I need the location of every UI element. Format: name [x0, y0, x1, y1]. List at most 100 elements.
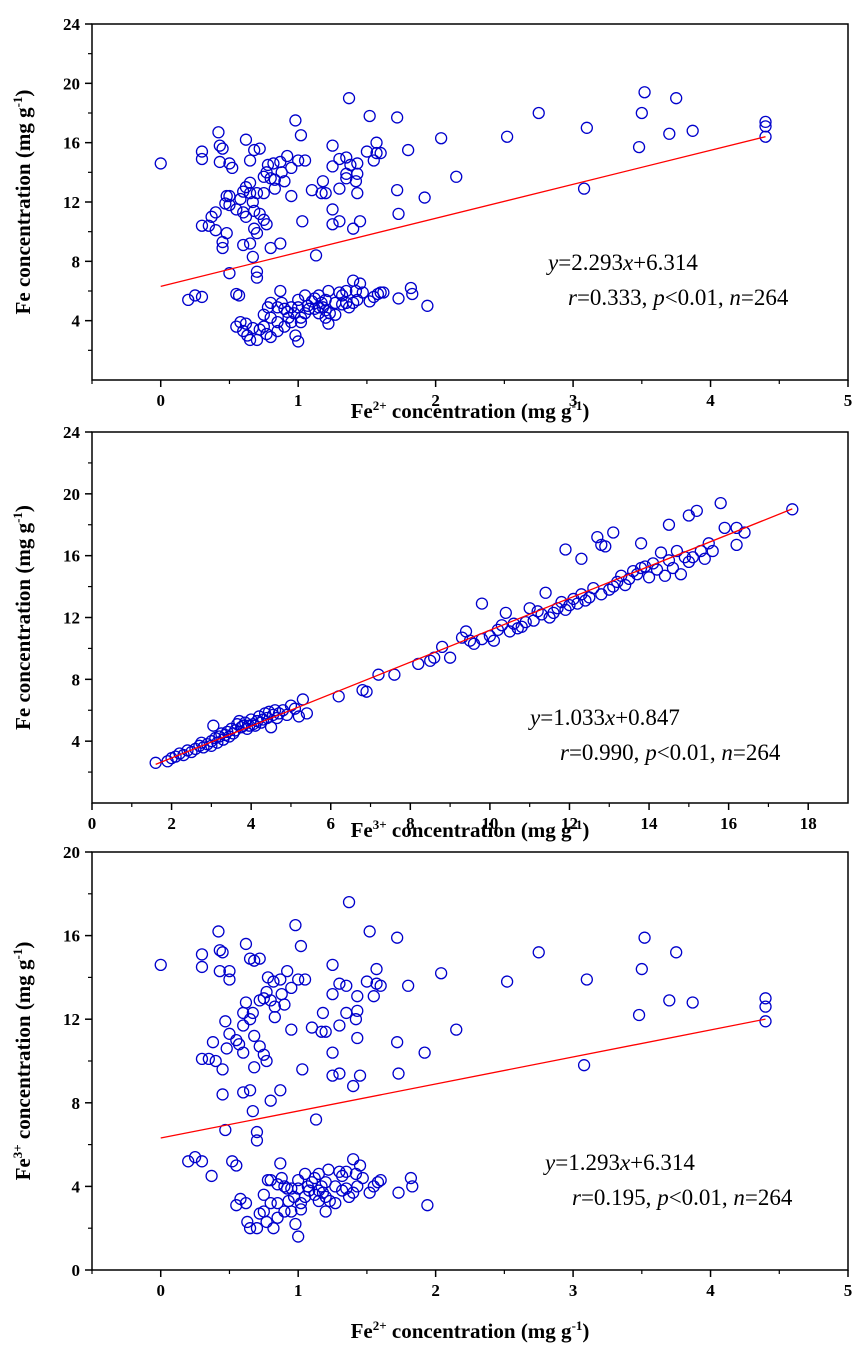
- data-point: [216, 946, 229, 959]
- data-point: [702, 537, 715, 550]
- data-point: [759, 115, 772, 129]
- data-point: [237, 719, 250, 732]
- data-point: [209, 1054, 222, 1068]
- data-point: [599, 540, 612, 553]
- data-point: [292, 973, 305, 986]
- data-point: [226, 1155, 239, 1168]
- data-point: [698, 552, 711, 565]
- data-point: [246, 1105, 259, 1118]
- data-point: [531, 605, 544, 618]
- data-point: [257, 320, 270, 333]
- x-tick-label: 0: [156, 391, 165, 410]
- data-point: [154, 958, 167, 972]
- data-point: [587, 581, 600, 595]
- data-point: [253, 323, 266, 336]
- x-tick-label: 3: [569, 391, 578, 410]
- data-point: [450, 1023, 463, 1036]
- data-point: [252, 710, 266, 723]
- data-point: [298, 973, 312, 986]
- data-point: [220, 1042, 233, 1055]
- data-point: [580, 973, 593, 986]
- data-point: [206, 1036, 220, 1049]
- data-point: [292, 1230, 305, 1243]
- data-point: [289, 1217, 302, 1231]
- data-point: [274, 1157, 287, 1170]
- data-point: [219, 1123, 232, 1137]
- data-point: [686, 551, 699, 564]
- data-point: [261, 158, 275, 172]
- data-point: [260, 1215, 273, 1229]
- data-point: [209, 206, 222, 219]
- data-point: [390, 931, 404, 944]
- data-point: [315, 1025, 328, 1038]
- data-point: [326, 160, 339, 173]
- x-tick-label: 2: [167, 814, 176, 833]
- data-point: [347, 296, 360, 310]
- data-point: [392, 207, 405, 221]
- data-point: [351, 1180, 364, 1193]
- data-point: [315, 186, 328, 200]
- plot-frame: [91, 23, 849, 381]
- data-point: [577, 1059, 591, 1072]
- data-point: [234, 315, 247, 329]
- y-tick-label: 20: [63, 843, 80, 862]
- data-point: [519, 615, 532, 629]
- data-point: [223, 267, 236, 280]
- data-point: [278, 1180, 291, 1193]
- data-point: [281, 964, 294, 978]
- data-point: [388, 668, 401, 681]
- x-tick-label: 18: [800, 814, 817, 833]
- y-tick-label: 8: [72, 670, 81, 689]
- data-point: [213, 944, 226, 957]
- data-point: [607, 526, 620, 539]
- y-axis-title: Fe concentration (mg g-1): [10, 505, 35, 730]
- data-point: [674, 568, 688, 581]
- data-point: [289, 329, 302, 342]
- data-point: [374, 146, 387, 160]
- data-point: [248, 1029, 261, 1043]
- data-point: [418, 1046, 431, 1059]
- data-point: [237, 238, 250, 252]
- data-point: [195, 960, 209, 974]
- y-tick-label: 12: [63, 1010, 80, 1029]
- data-point: [292, 1173, 305, 1187]
- data-point: [296, 1063, 309, 1076]
- data-point: [250, 1125, 264, 1139]
- data-point: [499, 606, 512, 620]
- x-tick-label: 10: [481, 814, 498, 833]
- x-tick-label: 8: [406, 814, 415, 833]
- data-point: [195, 145, 209, 158]
- data-point: [363, 109, 376, 123]
- data-point: [333, 286, 346, 299]
- data-point: [285, 1182, 298, 1195]
- data-point: [404, 1171, 418, 1185]
- y-tick-label: 20: [63, 485, 80, 504]
- data-point: [421, 1199, 434, 1212]
- data-point: [292, 710, 306, 723]
- data-point: [718, 521, 731, 534]
- data-point: [340, 151, 353, 164]
- data-point: [294, 129, 308, 142]
- data-point: [475, 597, 489, 610]
- data-point: [264, 1094, 277, 1107]
- data-point: [642, 571, 656, 584]
- data-point: [759, 130, 772, 143]
- data-point: [274, 284, 287, 298]
- x-tick-label: 4: [247, 814, 256, 833]
- data-point: [367, 154, 380, 167]
- data-point: [216, 241, 229, 255]
- data-point: [250, 186, 264, 200]
- data-point: [367, 990, 380, 1003]
- data-point: [223, 1027, 236, 1040]
- data-point: [267, 1222, 280, 1235]
- data-point: [690, 504, 703, 517]
- data-point: [278, 998, 291, 1011]
- data-point: [248, 143, 261, 157]
- x-tick-label: 0: [88, 814, 97, 833]
- data-point: [212, 925, 225, 938]
- data-point: [257, 308, 270, 321]
- data-point: [271, 1211, 284, 1224]
- data-point: [730, 538, 743, 551]
- data-point: [239, 133, 253, 146]
- data-point: [658, 569, 672, 582]
